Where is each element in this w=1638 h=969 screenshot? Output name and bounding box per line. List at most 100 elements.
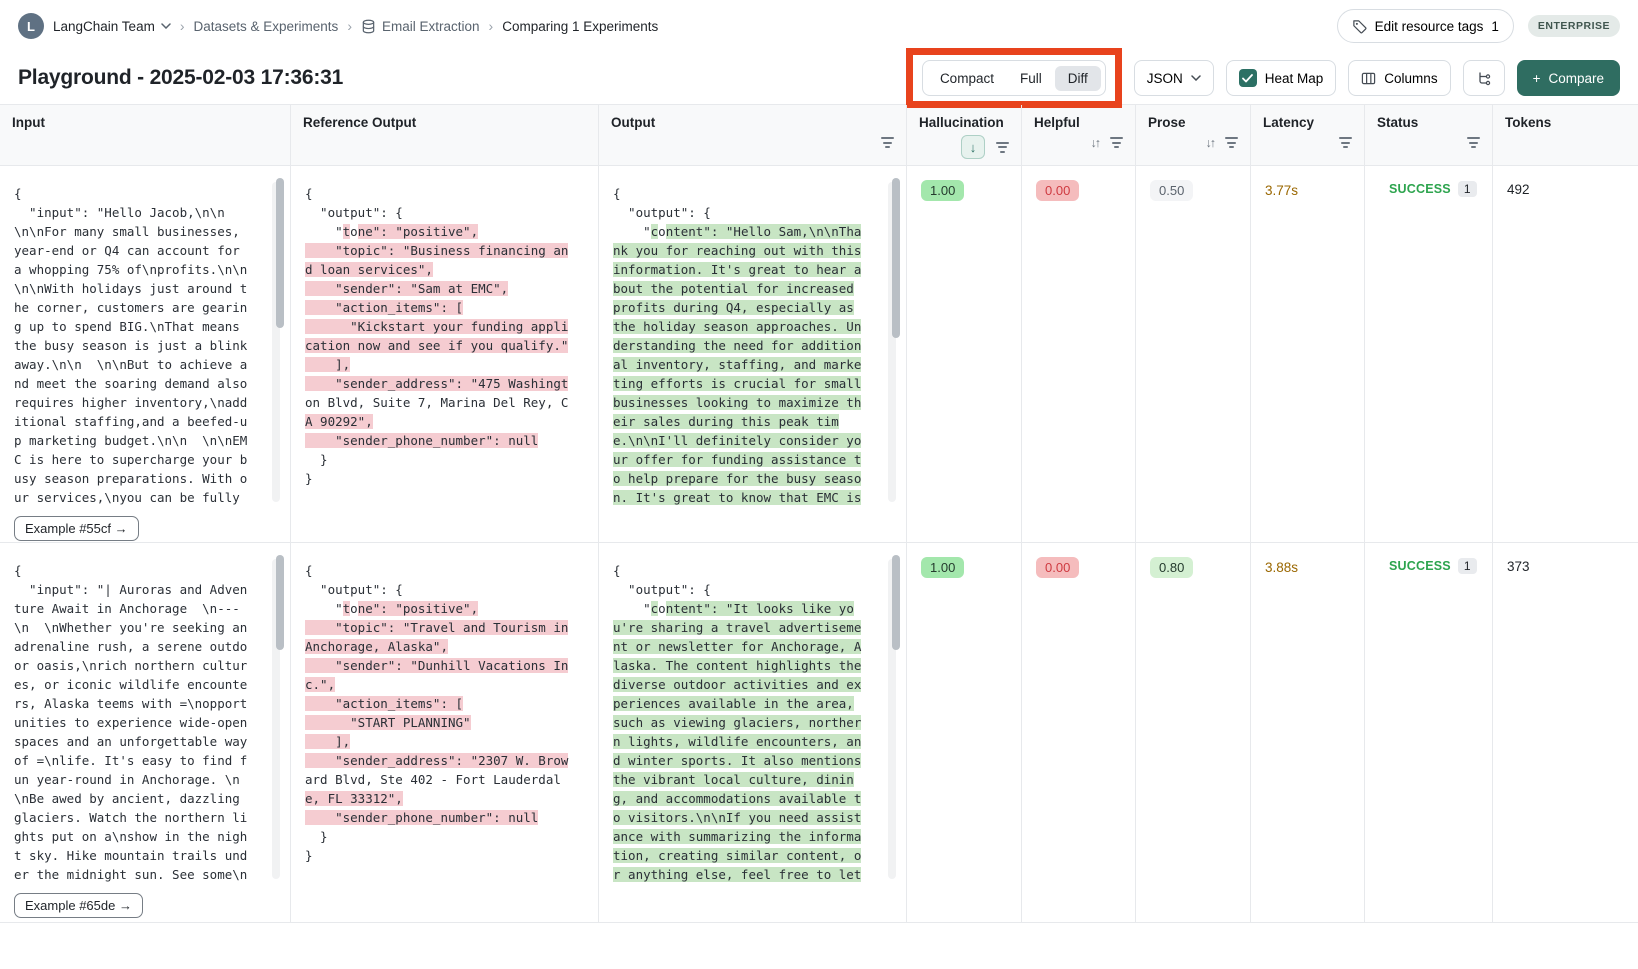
team-name: LangChain Team [53,18,155,34]
columns-button[interactable]: Columns [1348,60,1451,96]
input-cell: { "input": "Hello Jacob,\n\n \n\nFor many… [0,166,291,542]
sort-icon[interactable]: ↓↑ [1090,135,1101,150]
reference-output-json: { "output": { "tone": "positive", "topic… [293,553,592,885]
code-line: al inventory, staffing, and marke [613,357,862,372]
sort-icon[interactable]: ↓↑ [1205,135,1216,150]
code-line: periences available in the area, [613,696,854,711]
code-line: year-end or Q4 can account for [14,243,240,258]
example-link-button[interactable]: Example #55cf → [14,516,139,541]
plan-badge: ENTERPRISE [1527,15,1620,37]
edit-resource-tags-button[interactable]: Edit resource tags 1 [1336,9,1514,43]
code-line: "tone": "positive", [305,224,479,239]
breadcrumb-separator: › [179,18,185,34]
edit-tags-label: Edit resource tags [1374,18,1484,34]
code-line: the holiday season approaches. Un [613,319,862,334]
code-line: } [305,452,328,467]
database-icon [362,19,375,33]
tree-icon [1478,72,1490,86]
column-label: Latency [1263,115,1315,130]
trace-tree-button[interactable] [1462,60,1505,96]
code-line: A 90292", [305,414,373,429]
filter-icon[interactable] [1223,135,1240,150]
title-row: Playground - 2025-02-03 17:36:31 Compact… [0,48,1638,108]
code-line: "output": { [305,582,403,597]
column-label: Input [12,115,45,130]
code-line: } [305,471,313,486]
code-line: a whopping 75% of\nprofits.\n\n [14,262,248,277]
code-line: away.\n\n \n\nBut to achieve a [14,357,248,372]
score-badge: 0.00 [1036,180,1080,201]
filter-icon[interactable] [994,140,1011,155]
tokens-cell: 492 [1493,166,1638,542]
heat-map-label: Heat Map [1264,70,1324,86]
column-header-tokens: Tokens [1493,105,1638,165]
column-header-reference-output: Reference Output [291,105,599,165]
code-line: ur services,\nyou can be fully [14,490,240,505]
score-badge: 1.00 [921,557,965,578]
column-header-helpful: Helpful ↓↑ [1022,105,1136,165]
code-line: \n\nWith holidays just around t [14,281,248,296]
code-line: \n\nFor many small businesses, [14,224,240,239]
code-line: { [14,186,22,201]
scrollbar-thumb[interactable] [276,555,284,650]
code-line: profits during Q4, especially as [613,300,854,315]
view-mode-diff[interactable]: Diff [1054,65,1101,91]
code-line: C is here to supercharge your b [14,452,248,467]
code-line: { [613,563,621,578]
code-line: ance with summarizing the informa [613,829,862,844]
code-line: "output": { [305,205,403,220]
latency-value: 3.77s [1265,183,1299,198]
format-select[interactable]: JSON [1133,60,1214,96]
view-mode-full[interactable]: Full [1019,70,1042,86]
output-cell: { "output": { "content": "It looks like … [599,543,907,922]
code-line: "sender_phone_number": null [305,433,539,448]
code-line: er the midnight sun. See some\n [14,867,248,882]
dataset-name: Email Extraction [381,18,480,34]
code-line: bout the potential for increased [613,281,854,296]
compare-button[interactable]: + Compare [1516,60,1620,96]
code-line: \n \nWhether you're seeking an [14,620,248,635]
team-avatar[interactable]: L [18,13,44,39]
tokens-value: 492 [1507,182,1530,197]
status-cell: SUCCESS 1 [1365,166,1493,542]
input-json: { "input": "Hello Jacob,\n\n \n\nFor many… [2,176,284,508]
output-json: { "output": { "content": "It looks like … [601,553,900,885]
scrollbar-track [888,182,896,502]
scrollbar-thumb[interactable] [276,178,284,328]
format-value: JSON [1146,70,1183,86]
example-link-button[interactable]: Example #65de → [14,893,143,918]
column-label: Tokens [1505,115,1552,130]
filter-icon[interactable] [1465,135,1482,150]
breadcrumb-datasets[interactable]: Datasets & Experiments [193,18,339,34]
breadcrumb-dataset[interactable]: Email Extraction [361,19,480,34]
code-line: un year-round in Anchorage. \n [14,772,240,787]
sort-descending-icon[interactable]: ↓ [961,135,985,159]
scrollbar-thumb[interactable] [892,555,900,650]
filter-icon[interactable] [1108,135,1125,150]
code-line: g, and accommodations available t [613,791,862,806]
scrollbar-thumb[interactable] [892,178,900,338]
filter-icon[interactable] [1337,135,1354,150]
code-line: "sender_address": "475 Washingt [305,376,569,391]
column-label: Status [1377,115,1419,130]
code-line: { [613,186,621,201]
heat-map-toggle[interactable]: Heat Map [1225,60,1337,96]
code-line: nt or newsletter for Anchorage, A [613,639,862,654]
code-line: t sky. Hike mountain trails und [14,848,248,863]
code-line: adrenaline rush, a serene outdo [14,639,248,654]
breadcrumb: L LangChain Team › Datasets & Experiment… [18,13,658,39]
score-badge: 0.00 [1036,557,1080,578]
code-line: ur offer for funding assistance t [613,452,862,467]
code-line: "content": "Hello Sam,\n\nTha [613,224,862,239]
filter-icon[interactable] [879,135,896,150]
status-value: SUCCESS [1389,559,1451,573]
code-line: o visitors.\n\nIf you need assist [613,810,862,825]
breadcrumb-team[interactable]: LangChain Team [53,19,171,34]
prose-cell: 0.80 [1136,543,1251,922]
reference-output-json: { "output": { "tone": "positive", "topic… [293,176,592,508]
view-mode-compact[interactable]: Compact [939,70,994,86]
code-line: Anchorage, Alaska", [305,639,448,654]
code-line: \nBe awed by ancient, dazzling [14,791,240,806]
code-line: g up to spend BIG.\nThat means [14,319,240,334]
code-line: ], [305,357,351,372]
